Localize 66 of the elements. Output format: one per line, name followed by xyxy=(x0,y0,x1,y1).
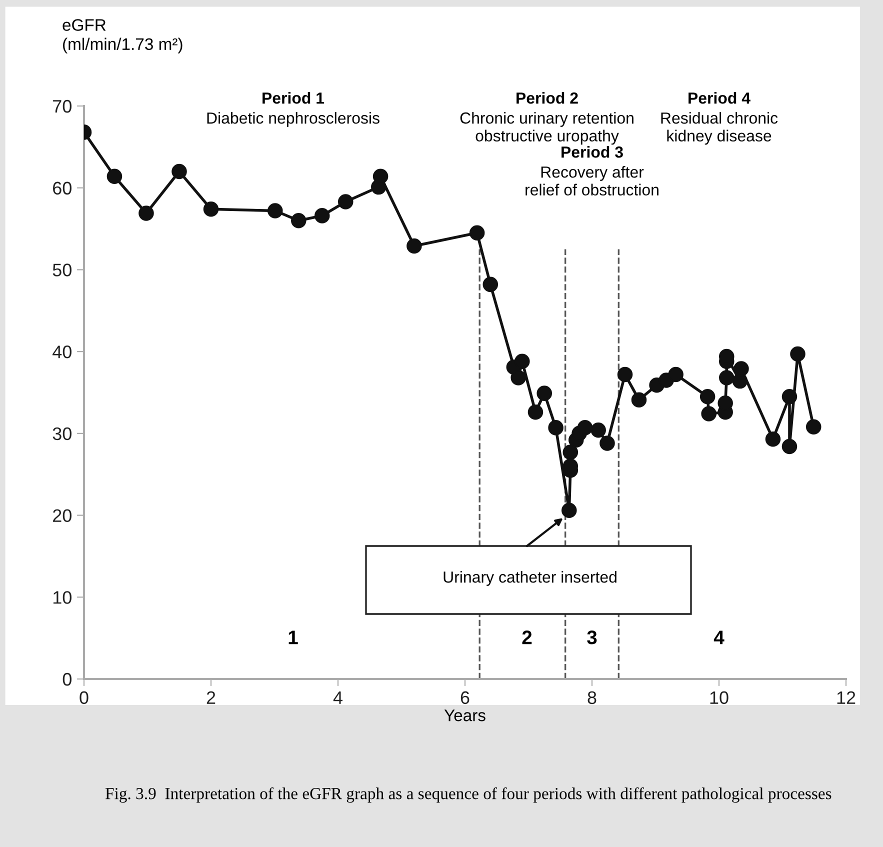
point xyxy=(577,420,593,436)
x-tick-label: 6 xyxy=(460,691,470,704)
annotation: Urinary catheter inserted xyxy=(444,571,616,586)
annotation: Recovery after relief of obstruction xyxy=(526,166,658,196)
point xyxy=(732,373,748,389)
point xyxy=(734,361,749,376)
point xyxy=(536,386,552,401)
y-tick-label: 30 xyxy=(52,427,72,440)
x-tick-label: 8 xyxy=(588,691,596,704)
point xyxy=(172,164,187,180)
point xyxy=(548,420,564,436)
y-tick-label: 60 xyxy=(53,182,72,195)
point xyxy=(782,438,798,454)
x-tick-label: 12 xyxy=(837,691,856,704)
y-tick-label: 50 xyxy=(52,264,72,276)
point xyxy=(590,422,606,438)
point xyxy=(765,432,781,447)
y-axis-title: eGFR (ml/min/1.73 m²) xyxy=(62,19,182,54)
point xyxy=(562,502,577,518)
x-tick-label: 0 xyxy=(80,691,88,704)
point xyxy=(600,436,615,451)
text: Period 2 xyxy=(516,92,578,104)
point xyxy=(514,354,530,370)
point xyxy=(469,225,485,241)
point xyxy=(290,212,306,228)
point xyxy=(406,238,422,254)
point xyxy=(338,194,354,210)
y-tick-label: 10 xyxy=(53,591,72,604)
point xyxy=(528,404,544,420)
annotation: 4 xyxy=(714,630,724,644)
point xyxy=(106,168,122,184)
annotation: Diabetic nephrosclerosis xyxy=(207,112,380,127)
annotation: Residual chronic kidney disease xyxy=(661,112,778,145)
y-tick-label: 20 xyxy=(53,509,72,522)
point xyxy=(668,366,684,382)
point xyxy=(562,444,578,460)
y-tick-label: 0 xyxy=(62,672,72,686)
caption: Fig. 3.9 Interpretation of the eGFR graph as a sequence of four periods with different pathological processes xyxy=(105,787,832,803)
point xyxy=(203,202,219,217)
y-tick-label: 40 xyxy=(52,346,72,358)
x-tick-label: 10 xyxy=(710,691,728,704)
x-tick-label: 2 xyxy=(206,691,216,704)
point xyxy=(267,203,283,218)
point xyxy=(806,419,822,435)
annotation: Period 3 xyxy=(562,146,623,158)
point xyxy=(372,168,388,184)
point xyxy=(782,388,798,404)
point xyxy=(617,366,633,382)
x-axis-title: Years xyxy=(444,710,486,722)
annotation: Chronic urinary retention obstructive uropathy xyxy=(460,112,634,145)
point xyxy=(700,388,716,404)
text: Period 4 xyxy=(688,92,750,104)
point xyxy=(631,392,647,408)
point xyxy=(482,276,498,292)
point xyxy=(314,208,330,224)
text: Period 1 xyxy=(262,92,324,104)
x-tick-label: 4 xyxy=(333,691,342,704)
point xyxy=(701,406,716,422)
point xyxy=(790,346,806,362)
point xyxy=(510,370,526,386)
annotation: 3 xyxy=(587,630,597,644)
point xyxy=(138,206,154,221)
point xyxy=(718,370,734,386)
annotation: 2 xyxy=(522,630,532,644)
annotation: 1 xyxy=(288,630,298,644)
y-tick-label: 70 xyxy=(53,100,72,113)
